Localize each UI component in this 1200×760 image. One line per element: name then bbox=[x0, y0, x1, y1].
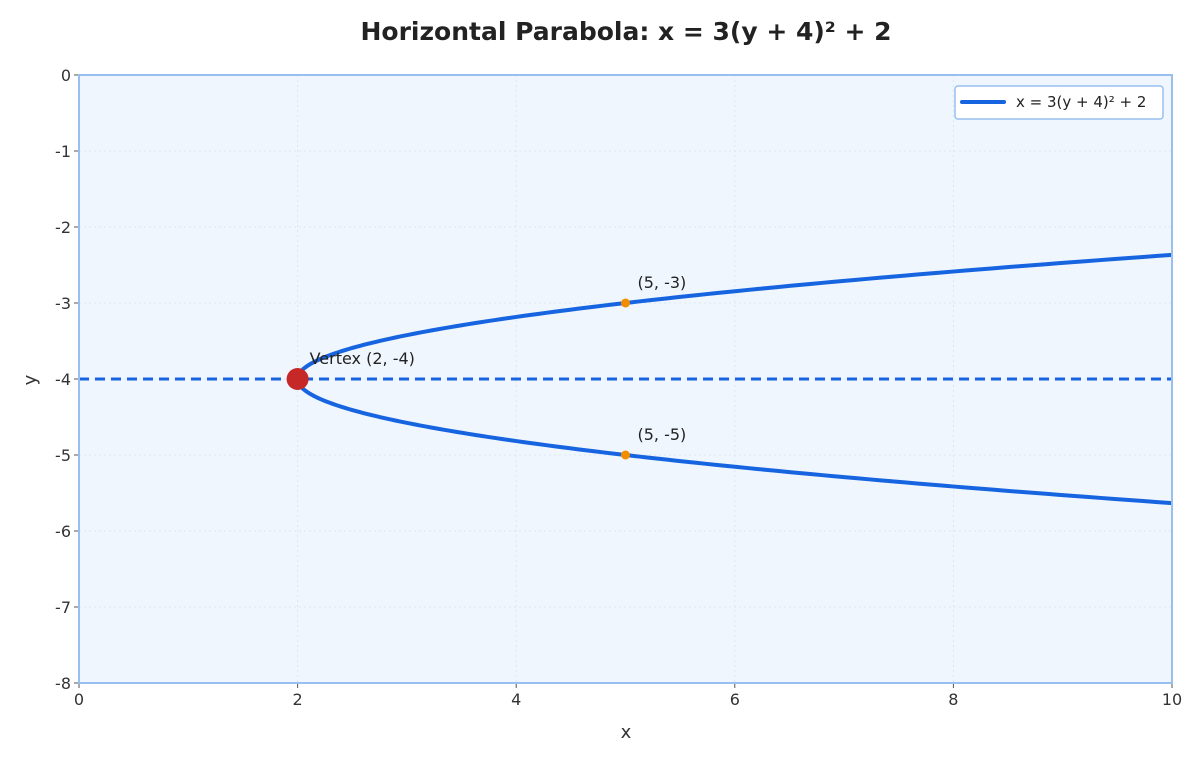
x-axis-label: x bbox=[621, 722, 632, 743]
y-tick-label: -7 bbox=[55, 598, 71, 617]
point-label: (5, -3) bbox=[638, 273, 687, 292]
y-axis-label: y bbox=[20, 374, 41, 385]
x-tick-label: 6 bbox=[730, 690, 740, 709]
y-tick-label: -3 bbox=[55, 294, 71, 313]
x-tick-label: 10 bbox=[1162, 690, 1182, 709]
point-marker bbox=[621, 298, 630, 308]
vertex-marker bbox=[286, 368, 309, 390]
marked-points: (5, -3) (5, -5) Vertex (2, -4) bbox=[286, 273, 687, 460]
y-tick-label: 0 bbox=[61, 66, 71, 85]
x-tick-label: 4 bbox=[511, 690, 521, 709]
x-axis-ticks: 0 2 4 6 8 10 bbox=[74, 683, 1182, 709]
vertex-label: Vertex (2, -4) bbox=[310, 349, 415, 368]
x-tick-label: 0 bbox=[74, 690, 84, 709]
y-axis-ticks: 0 -1 -2 -3 -4 -5 -6 -7 -8 bbox=[55, 66, 79, 693]
legend-entry: x = 3(y + 4)² + 2 bbox=[1016, 93, 1146, 111]
y-tick-label: -8 bbox=[55, 674, 71, 693]
y-tick-label: -5 bbox=[55, 446, 71, 465]
y-tick-label: -6 bbox=[55, 522, 71, 541]
y-tick-label: -2 bbox=[55, 218, 71, 237]
y-tick-label: -1 bbox=[55, 142, 71, 161]
chart-title: Horizontal Parabola: x = 3(y + 4)² + 2 bbox=[360, 17, 891, 46]
legend-box bbox=[954, 85, 1164, 120]
x-tick-label: 2 bbox=[293, 690, 303, 709]
legend: x = 3(y + 4)² + 2 bbox=[954, 85, 1164, 120]
plot-frame bbox=[78, 74, 1173, 684]
point-label: (5, -5) bbox=[638, 425, 687, 444]
y-tick-label: -4 bbox=[55, 370, 71, 389]
point-marker bbox=[621, 450, 630, 460]
x-tick-label: 8 bbox=[948, 690, 958, 709]
